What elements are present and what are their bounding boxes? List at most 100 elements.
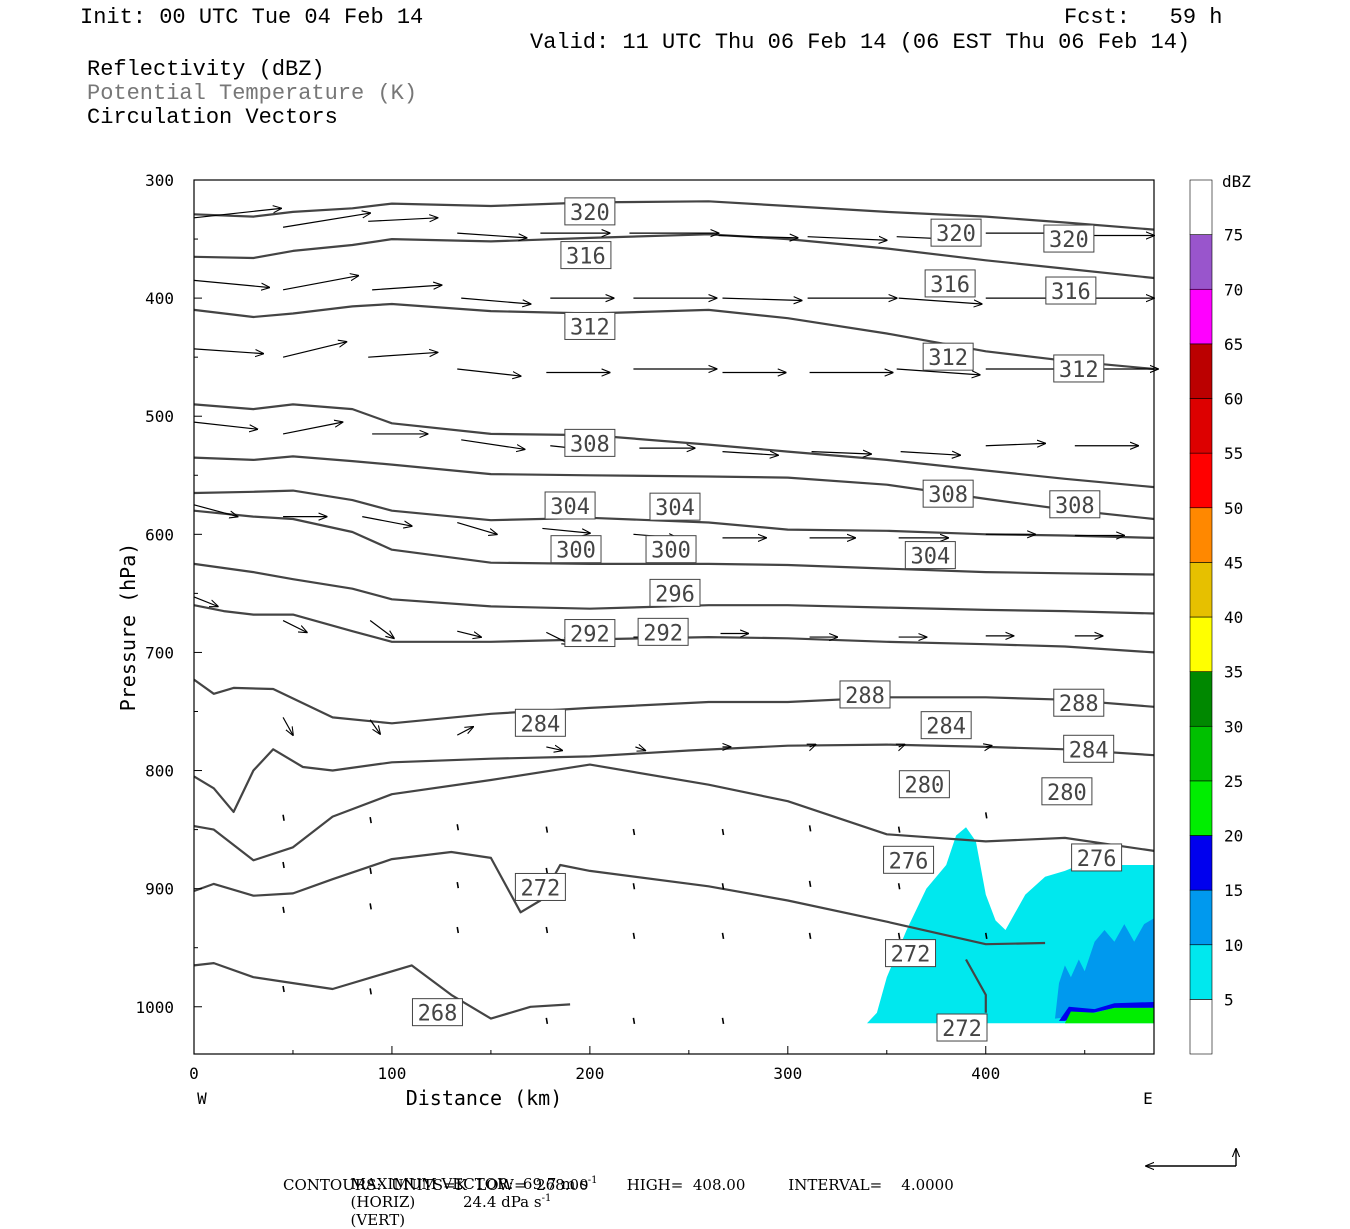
- contour-label-box: [564, 311, 616, 340]
- contour-label-box: [1049, 490, 1101, 519]
- contour-label-text: 292: [570, 623, 610, 648]
- contour-label-box: [1063, 734, 1115, 763]
- contour-label-box: [564, 428, 616, 457]
- circulation-vector: [282, 213, 370, 228]
- contour-label: 284: [514, 708, 566, 737]
- contour-label: 308: [1049, 490, 1101, 519]
- max-vector-vert: 24.4 dPa s: [462, 1193, 542, 1211]
- theta-contour-296: [193, 509, 1155, 576]
- contour-label-text: 304: [910, 545, 950, 570]
- circulation-vector: [193, 208, 281, 219]
- circulation-vector: [898, 297, 982, 304]
- contour-label-text: 292: [643, 621, 683, 646]
- x-tick-label: 200: [575, 1064, 604, 1083]
- contour-label-text: 312: [1059, 358, 1099, 383]
- theta-contour-304: [193, 455, 1155, 521]
- contour-label-text: 308: [570, 432, 610, 457]
- colorbar-label: 5: [1224, 990, 1234, 1009]
- vertical-motion-tick: [456, 824, 460, 831]
- contour-label-box: [1043, 224, 1095, 253]
- contour-label-box: [564, 197, 616, 226]
- contour-label-box: [885, 939, 937, 968]
- theta-contour-272b: [965, 958, 987, 1013]
- circulation-vector: [372, 285, 441, 291]
- circulation-vector: [193, 348, 263, 354]
- contour-label-box: [898, 770, 950, 799]
- contour-label: 304: [904, 541, 956, 570]
- contour-label-box: [883, 845, 935, 874]
- theta-contour-320: [193, 200, 1155, 231]
- contour-label: 272: [885, 939, 937, 968]
- contour-label-text: 284: [926, 715, 966, 740]
- contour-label-box: [649, 578, 701, 607]
- x-axis-label: Distance (km): [406, 1086, 563, 1110]
- colorbar-label: 25: [1224, 772, 1243, 791]
- horiz-exponent: -1: [587, 1175, 598, 1186]
- contour-label-box: [1071, 843, 1123, 872]
- colorbar-label: 75: [1224, 226, 1243, 245]
- contour-label-box: [1053, 354, 1105, 383]
- theta-contour-316: [193, 233, 1155, 280]
- contour-label: 292: [564, 619, 616, 648]
- contour-label: 280: [898, 770, 950, 799]
- contour-label-text: 308: [1055, 494, 1095, 519]
- x-tick-label: 400: [971, 1064, 1000, 1083]
- vertical-motion-tick: [632, 1017, 636, 1025]
- circulation-vector: [457, 368, 520, 376]
- vertical-motion-tick: [632, 932, 636, 940]
- vertical-motion-tick: [282, 861, 285, 869]
- vertical-motion-tick: [369, 903, 372, 910]
- vertical-motion-tick: [456, 926, 460, 934]
- contour-label: 272: [514, 872, 566, 901]
- contour-label-text: 272: [521, 876, 561, 901]
- circulation-vector: [282, 717, 293, 735]
- contour-label-text: 296: [655, 582, 695, 607]
- vert-exponent: -1: [541, 1193, 552, 1204]
- circulation-vector: [635, 747, 645, 751]
- contour-label-text: 316: [1051, 280, 1091, 305]
- contour-label: 316: [1045, 276, 1097, 305]
- contour-label: 320: [1043, 224, 1095, 253]
- circulation-vector: [362, 516, 411, 526]
- vertical-motion-tick: [545, 867, 549, 875]
- colorbar-swatch: [1189, 999, 1213, 1055]
- contour-label-box: [1045, 276, 1097, 305]
- vertical-motion-tick: [721, 932, 725, 940]
- init-time: Init: 00 UTC Tue 04 Feb 14: [80, 5, 424, 30]
- x-end-label-east: E: [1143, 1089, 1153, 1108]
- circulation-vector: [369, 719, 380, 734]
- contour-label: 272: [936, 1013, 988, 1042]
- colorbar-label: 20: [1224, 827, 1243, 846]
- circulation-vector: [368, 352, 437, 358]
- theta-contour-284: [193, 743, 1155, 813]
- contour-label-box: [645, 535, 697, 564]
- vertical-motion-tick: [897, 883, 901, 890]
- contour-label: 312: [922, 342, 974, 371]
- contour-label: 308: [922, 479, 974, 508]
- contour-label-text: 280: [1047, 781, 1087, 806]
- contour-label: 316: [924, 269, 976, 298]
- colorbar-label: 70: [1224, 280, 1243, 299]
- contour-label-text: 288: [1059, 692, 1099, 717]
- contour-label: 316: [560, 241, 612, 270]
- circulation-vector: [457, 521, 497, 535]
- contour-label-box: [924, 269, 976, 298]
- colorbar-label: 55: [1224, 444, 1243, 463]
- vertical-motion-tick: [808, 880, 812, 888]
- colorbar-swatch: [1189, 944, 1213, 1000]
- theta-contour-276: [193, 850, 1046, 946]
- contour-label-box: [1041, 777, 1093, 806]
- contour-label-text: 304: [550, 495, 590, 520]
- circulation-vector: [456, 727, 473, 736]
- vertical-motion-tick: [984, 812, 988, 819]
- colorbar-label: 45: [1224, 553, 1243, 572]
- contour-label-box: [514, 872, 566, 901]
- contour-label-text: 316: [930, 273, 970, 298]
- contour-label-box: [1053, 688, 1105, 717]
- circulation-vector: [899, 745, 905, 747]
- field-potential-temperature: Potential Temperature (K): [87, 81, 418, 106]
- colorbar-label: 50: [1224, 499, 1243, 518]
- colorbar-swatch: [1189, 452, 1213, 509]
- circulation-vector: [722, 452, 777, 456]
- field-circulation-vectors: Circulation Vectors: [87, 105, 338, 130]
